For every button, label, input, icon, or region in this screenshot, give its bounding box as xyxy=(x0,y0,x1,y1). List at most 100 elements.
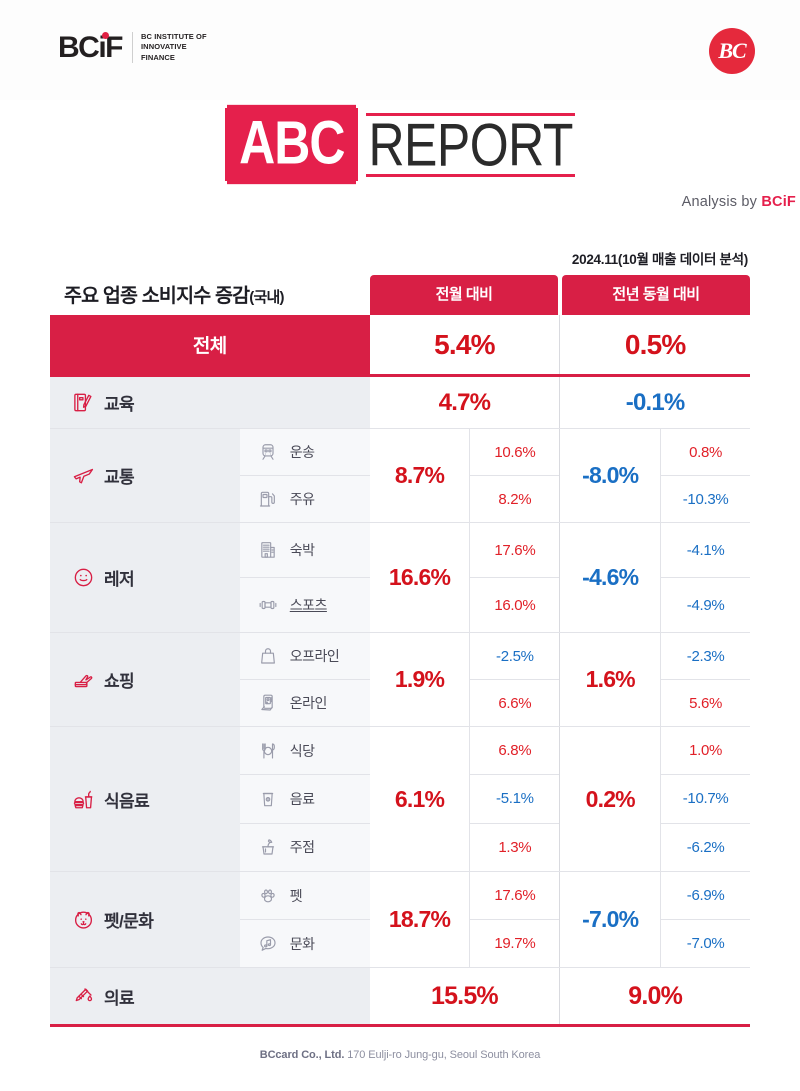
subcategory-label: 운송 xyxy=(289,444,315,460)
subcategory-cell: 온라인 xyxy=(239,680,370,726)
subcategory-cell: 음료 xyxy=(239,775,370,824)
page-footer: BCcard Co., Ltd. 170 Eulji-ro Jung-gu, S… xyxy=(0,1049,800,1061)
report-rule-top xyxy=(366,112,575,116)
value-mom-sub: 10.6% xyxy=(470,429,560,476)
subcategory-cell: 주유 xyxy=(239,476,370,522)
value-yoy-sub: -6.9% xyxy=(661,872,751,920)
subcategory-label: 스포츠 xyxy=(289,597,328,613)
footer-company: BCcard Co., Ltd. xyxy=(259,1049,345,1061)
paw-icon xyxy=(258,886,278,906)
value-mom-subs: 6.8% -5.1% 1.3% xyxy=(469,727,560,871)
subcategory-cell: 문화 xyxy=(239,920,370,967)
bc-card-logo-icon: BC xyxy=(709,28,755,74)
column-divider xyxy=(559,523,561,632)
category-cell-교육: 교육 xyxy=(50,377,370,428)
abc-tagline: Analysis by BCiF xyxy=(682,194,796,210)
column-divider xyxy=(559,315,561,374)
bcif-tagline-line1: BC INSTITUTE OF xyxy=(141,32,207,41)
column-divider xyxy=(559,727,561,871)
abc-logo-box: ABC xyxy=(225,104,359,185)
category-label: 전체 xyxy=(192,336,227,357)
table-row: 전체 5.4% 0.5% xyxy=(50,315,751,377)
column-divider xyxy=(559,968,561,1024)
subcategory-label: 식당 xyxy=(289,742,315,759)
table-row: 교육 4.7% -0.1% xyxy=(50,377,750,429)
syringe-icon xyxy=(72,985,95,1008)
subcategory-cell: 오프라인 xyxy=(239,633,370,680)
category-label: 식음료 xyxy=(104,791,150,811)
dog-face-icon xyxy=(72,908,95,931)
value-yoy-main: 9.0% xyxy=(560,968,750,1024)
value-mom-main: 1.9% xyxy=(369,633,470,726)
subcategory-cell: 운송 xyxy=(239,429,370,476)
value-mom-sub: 6.8% xyxy=(470,727,560,776)
value-mom-main: 8.7% xyxy=(369,429,470,522)
value-yoy-subs: -6.9% -7.0% xyxy=(660,872,751,967)
value-mom-main: 6.1% xyxy=(369,727,470,871)
abc-tagline-brand: BCiF xyxy=(761,194,796,210)
value-yoy-main: 1.6% xyxy=(560,633,661,726)
value-mom-main: 5.4% xyxy=(369,315,560,374)
abc-report-logo: ABC REPORT Analysis by BCiF xyxy=(0,104,800,210)
subcategory-label: 문화 xyxy=(289,935,315,952)
category-cell-레저: 레저 xyxy=(50,523,240,632)
value-yoy-sub: -10.3% xyxy=(682,490,729,508)
value-mom-subs: 17.6% 16.0% xyxy=(469,523,560,632)
value-yoy-subs: 0.8% -10.3% xyxy=(660,429,751,522)
value-mom-sub: 8.2% xyxy=(498,490,532,508)
category-cell-의료: 의료 xyxy=(50,968,370,1024)
subcategory-label: 주유 xyxy=(289,491,315,507)
value-yoy-sub: 5.6% xyxy=(689,694,723,712)
category-label: 의료 xyxy=(104,988,135,1008)
report-logo-group: REPORT xyxy=(366,108,575,181)
value-yoy-main: -7.0% xyxy=(560,872,661,967)
value-yoy-subs: 1.0% -10.7% -6.2% xyxy=(660,727,751,871)
dumbbell-icon xyxy=(258,595,278,615)
bcif-wordmark: BCiF xyxy=(58,30,124,64)
table-row: 펫/문화 펫 문화 18.7% 17.6% 19.7% -7.0% -6.9% -7.0% xyxy=(50,872,751,968)
category-cell-전체: 전체 xyxy=(50,315,370,374)
subcategory-cell: 숙박 xyxy=(239,523,370,578)
building-icon xyxy=(258,540,278,560)
value-mom-sub: 19.7% xyxy=(494,935,536,952)
column-header-mom: 전월 대비 xyxy=(370,275,558,315)
consumption-index-table: 주요 업종 소비지수 증감(국내) 전월 대비 전년 동월 대비 전체 5.4% 0… xyxy=(50,275,751,1024)
subcategory-column: 오프라인 온라인 xyxy=(239,633,370,726)
value-mom-sub: 6.6% xyxy=(498,694,532,712)
subcategory-cell: 주점 xyxy=(239,823,370,871)
category-cell-식음료: 식음료 xyxy=(50,727,240,871)
column-divider xyxy=(559,377,561,428)
value-mom-subs: 17.6% 19.7% xyxy=(469,872,560,967)
wine-bucket-icon xyxy=(258,837,278,857)
airplane-icon xyxy=(72,464,95,487)
value-yoy-sub: -2.3% xyxy=(661,633,751,680)
category-label: 교육 xyxy=(104,395,135,414)
bcif-tagline-line3: FINANCE xyxy=(141,52,176,62)
coffee-cup-icon xyxy=(258,789,278,809)
subcategory-cell: 식당 xyxy=(239,727,370,776)
value-yoy-sub: -4.1% xyxy=(661,523,751,578)
category-label: 교통 xyxy=(104,468,135,487)
gas-pump-icon xyxy=(258,489,278,509)
abc-tagline-prefix: Analysis by xyxy=(681,194,762,210)
value-yoy-sub: -6.2% xyxy=(686,838,725,856)
value-yoy-sub: 1.0% xyxy=(661,727,751,776)
value-yoy-main: 0.2% xyxy=(560,727,661,871)
mobile-shopping-icon xyxy=(258,693,278,713)
bcif-wordmark-text: BCiF xyxy=(58,30,124,64)
subcategory-cell: 펫 xyxy=(239,872,370,920)
value-mom-subs: 10.6% 8.2% xyxy=(469,429,560,522)
column-divider xyxy=(559,633,561,726)
table-bottom-rule xyxy=(50,1024,750,1027)
value-yoy-sub: 0.8% xyxy=(661,429,751,476)
table-title: 주요 업종 소비지수 증감(국내) xyxy=(50,279,370,315)
value-mom-main: 18.7% xyxy=(369,872,470,967)
value-mom-sub: 17.6% xyxy=(470,523,560,578)
table-row: 레저 숙박 스포츠 16.6% 17.6% 16.0% -4.6% -4.1% -4.9% xyxy=(50,523,751,633)
category-label: 레저 xyxy=(104,570,135,589)
category-label: 쇼핑 xyxy=(104,672,135,691)
footer-address: 170 Eulji-ro Jung-gu, Seoul South Korea xyxy=(347,1049,541,1061)
